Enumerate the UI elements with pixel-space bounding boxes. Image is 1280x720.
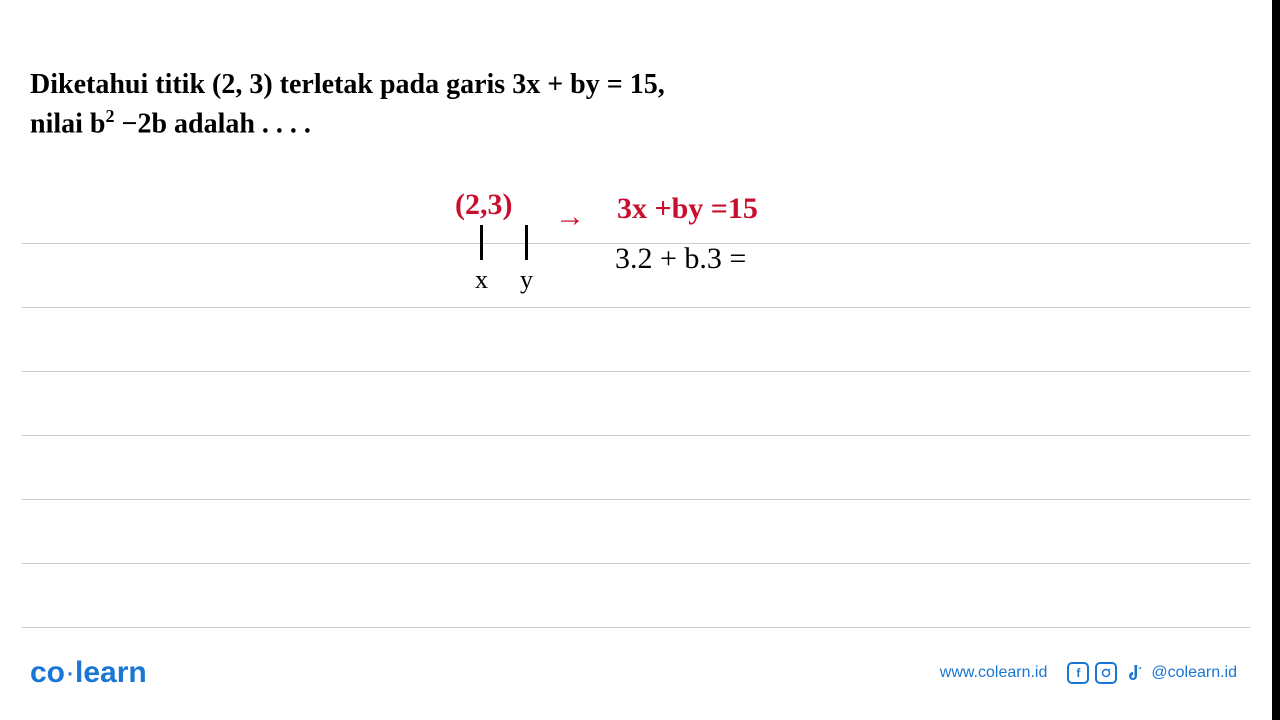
ruled-line [22,436,1250,500]
right-border [1272,0,1280,720]
handwriting-point: (2,3) [455,188,512,222]
handwriting-equation1: 3x +by =15 [617,192,758,226]
instagram-icon[interactable] [1095,662,1117,684]
ruled-line [22,308,1250,372]
tick-mark [480,225,483,260]
social-icons: f @colearn.id [1067,662,1237,684]
question-text: Diketahui titik (2, 3) terletak pada gar… [30,65,665,144]
content-area: Diketahui titik (2, 3) terletak pada gar… [0,0,1272,720]
footer: co·learn www.colearn.id f @colearn.id [30,656,1237,690]
facebook-icon[interactable]: f [1067,662,1089,684]
logo-dot: · [65,656,75,689]
tick-mark [525,225,528,260]
social-handle: @colearn.id [1151,664,1237,682]
handwriting-arrow: → [555,200,585,234]
footer-right: www.colearn.id f @colearn.id [940,662,1237,684]
x-label: x [475,265,488,295]
logo-co: co [30,656,65,689]
ruled-line [22,564,1250,628]
question-line2: nilai b2 −2b adalah . . . . [30,104,665,144]
website-link[interactable]: www.colearn.id [940,664,1048,682]
question-line1: Diketahui titik (2, 3) terletak pada gar… [30,65,665,104]
logo: co·learn [30,656,147,690]
ruled-line [22,372,1250,436]
tiktok-icon[interactable] [1123,662,1145,684]
handwriting-equation2: 3.2 + b.3 = [615,242,746,276]
logo-learn: learn [75,656,147,689]
y-label: y [520,265,533,295]
ruled-line [22,500,1250,564]
